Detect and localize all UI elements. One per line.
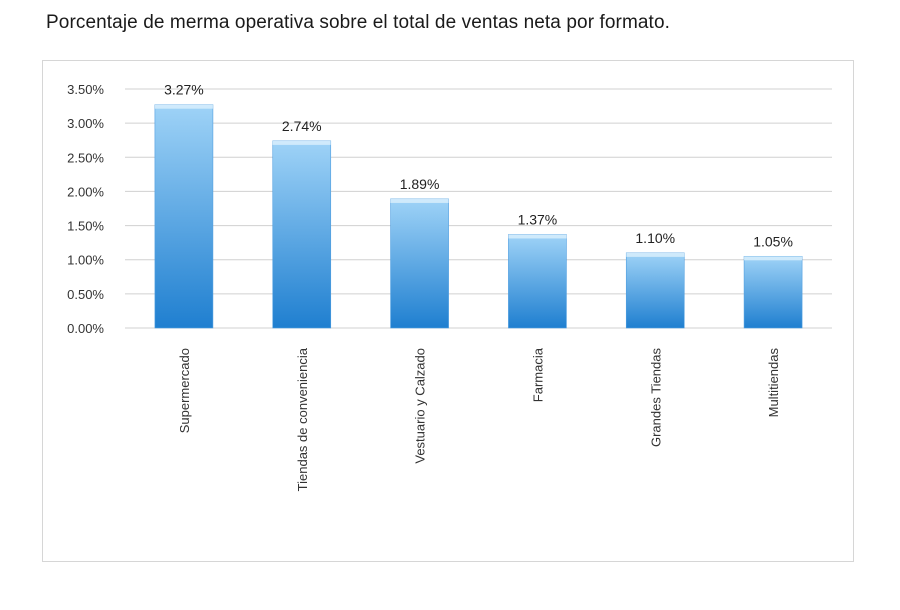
bar-highlight: [626, 252, 685, 257]
bar: [625, 252, 685, 329]
y-tick-label: 0.00%: [67, 321, 104, 336]
y-tick-label: 2.00%: [67, 184, 104, 199]
bar-highlight: [508, 234, 567, 239]
bar-highlight: [744, 256, 803, 261]
data-label: 3.27%: [164, 82, 204, 98]
bar-highlight: [272, 140, 331, 145]
x-tick-label: Vestuario y Calzado: [413, 348, 428, 464]
bar-highlight: [154, 104, 213, 109]
data-label: 2.74%: [282, 118, 322, 134]
x-tick-label: Farmacia: [530, 347, 545, 402]
bar-highlight: [390, 198, 449, 203]
data-label: 1.89%: [400, 176, 440, 192]
data-label: 1.10%: [635, 230, 675, 246]
data-label: 1.05%: [753, 233, 793, 249]
data-label: 1.37%: [518, 211, 558, 227]
y-tick-label: 1.50%: [67, 219, 104, 234]
y-tick-label: 0.50%: [67, 287, 104, 302]
x-tick-label: Grandes Tiendas: [648, 348, 663, 448]
bar: [272, 140, 332, 329]
x-tick-label: Multitiendas: [766, 348, 781, 418]
y-tick-label: 1.00%: [67, 253, 104, 268]
x-tick-label: Tiendas de conveniencia: [295, 347, 310, 491]
bar: [743, 255, 803, 329]
y-tick-label: 3.50%: [67, 82, 104, 97]
x-tick-label: Supermercado: [177, 348, 192, 433]
bar: [390, 198, 449, 329]
chart-title: Porcentaje de merma operativa sobre el t…: [46, 12, 670, 33]
y-tick-label: 3.00%: [67, 116, 104, 131]
bar: [154, 104, 214, 329]
bar: [508, 234, 567, 329]
y-tick-label: 2.50%: [67, 150, 104, 165]
